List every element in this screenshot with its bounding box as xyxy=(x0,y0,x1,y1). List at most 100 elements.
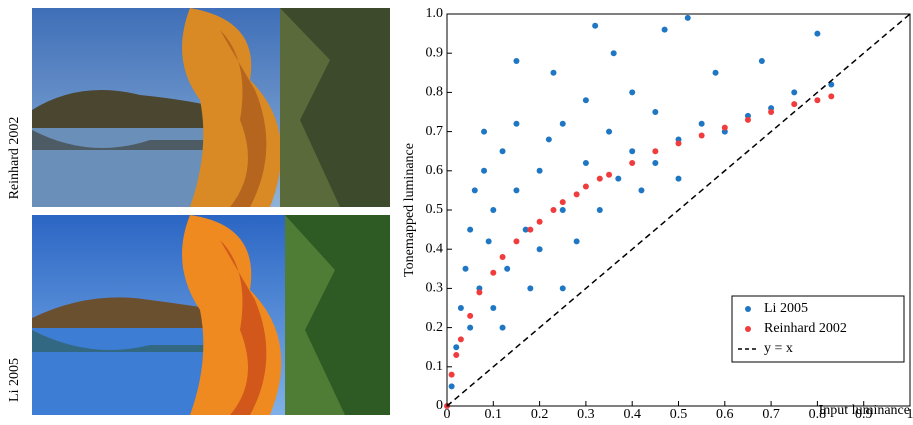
y-tick-label: 1.0 xyxy=(426,6,444,21)
point xyxy=(791,89,797,95)
y-tick-label: 0.3 xyxy=(426,281,444,296)
point xyxy=(629,89,635,95)
point xyxy=(458,305,464,311)
x-tick-label: 0.3 xyxy=(577,407,595,420)
photo-li xyxy=(32,215,390,415)
y-tick-label: 0.7 xyxy=(426,124,444,139)
point xyxy=(490,305,496,311)
x-tick-label: 0.1 xyxy=(485,407,503,420)
point xyxy=(527,227,533,233)
point xyxy=(537,219,543,225)
point xyxy=(574,238,580,244)
point xyxy=(467,313,473,319)
y-tick-label: 0.5 xyxy=(426,202,444,217)
point xyxy=(699,121,705,127)
legend-marker xyxy=(745,306,751,312)
point xyxy=(699,133,705,139)
point xyxy=(745,117,751,123)
x-tick-label: 0.7 xyxy=(762,407,780,420)
point xyxy=(467,325,473,331)
point xyxy=(560,199,566,205)
x-tick-label: 0.5 xyxy=(670,407,688,420)
point xyxy=(500,254,506,260)
point xyxy=(814,31,820,37)
point xyxy=(652,109,658,115)
point xyxy=(453,352,459,358)
point xyxy=(597,207,603,213)
point xyxy=(467,227,473,233)
point xyxy=(550,70,556,76)
x-tick-label: 0.6 xyxy=(716,407,734,420)
point xyxy=(676,176,682,182)
x-tick-label: 1 xyxy=(907,407,913,420)
point xyxy=(560,207,566,213)
legend-label: Reinhard 2002 xyxy=(764,321,847,336)
point xyxy=(476,289,482,295)
point xyxy=(592,23,598,29)
point xyxy=(814,97,820,103)
photo-label: Reinhard 2002 xyxy=(7,117,22,200)
y-tick-label: 0.4 xyxy=(426,241,444,256)
point xyxy=(583,97,589,103)
point xyxy=(449,383,455,389)
point xyxy=(472,187,478,193)
point xyxy=(527,285,533,291)
point xyxy=(597,176,603,182)
point xyxy=(652,160,658,166)
point xyxy=(490,207,496,213)
point xyxy=(722,125,728,131)
legend-label: y = x xyxy=(764,341,793,356)
y-tick-label: 0.8 xyxy=(426,85,444,100)
point xyxy=(458,336,464,342)
point xyxy=(463,266,469,272)
point xyxy=(481,129,487,135)
point xyxy=(791,101,797,107)
photo-label: Li 2005 xyxy=(7,358,22,402)
point xyxy=(828,93,834,99)
point xyxy=(481,168,487,174)
point xyxy=(560,285,566,291)
point xyxy=(500,325,506,331)
point xyxy=(629,160,635,166)
x-tick-label: 0.8 xyxy=(809,407,827,420)
point xyxy=(615,176,621,182)
point xyxy=(606,172,612,178)
x-tick-label: 0.2 xyxy=(531,407,549,420)
point xyxy=(550,207,556,213)
point xyxy=(453,344,459,350)
point xyxy=(486,238,492,244)
point xyxy=(513,238,519,244)
y-tick-label: 0.1 xyxy=(426,359,444,374)
point xyxy=(560,121,566,127)
point xyxy=(546,136,552,142)
point xyxy=(490,270,496,276)
point xyxy=(768,109,774,115)
y-tick-label: 0.9 xyxy=(426,45,444,60)
point xyxy=(513,187,519,193)
photo-reinhard xyxy=(32,8,390,207)
point xyxy=(513,121,519,127)
y-tick-label: 0.6 xyxy=(426,163,444,178)
point xyxy=(652,148,658,154)
y-axis-label: Tonemapped luminance xyxy=(402,143,417,277)
point xyxy=(611,50,617,56)
point xyxy=(685,15,691,21)
x-tick-label: 0.4 xyxy=(623,407,641,420)
point xyxy=(583,160,589,166)
point xyxy=(629,148,635,154)
point xyxy=(759,58,765,64)
point xyxy=(606,129,612,135)
point xyxy=(504,266,510,272)
y-tick-label: 0 xyxy=(436,398,443,413)
point xyxy=(638,187,644,193)
x-tick-label: 0 xyxy=(444,407,451,420)
point xyxy=(513,58,519,64)
point xyxy=(537,168,543,174)
point xyxy=(662,27,668,33)
y-tick-label: 0.2 xyxy=(426,320,444,335)
point xyxy=(449,372,455,378)
point xyxy=(574,191,580,197)
point xyxy=(713,70,719,76)
